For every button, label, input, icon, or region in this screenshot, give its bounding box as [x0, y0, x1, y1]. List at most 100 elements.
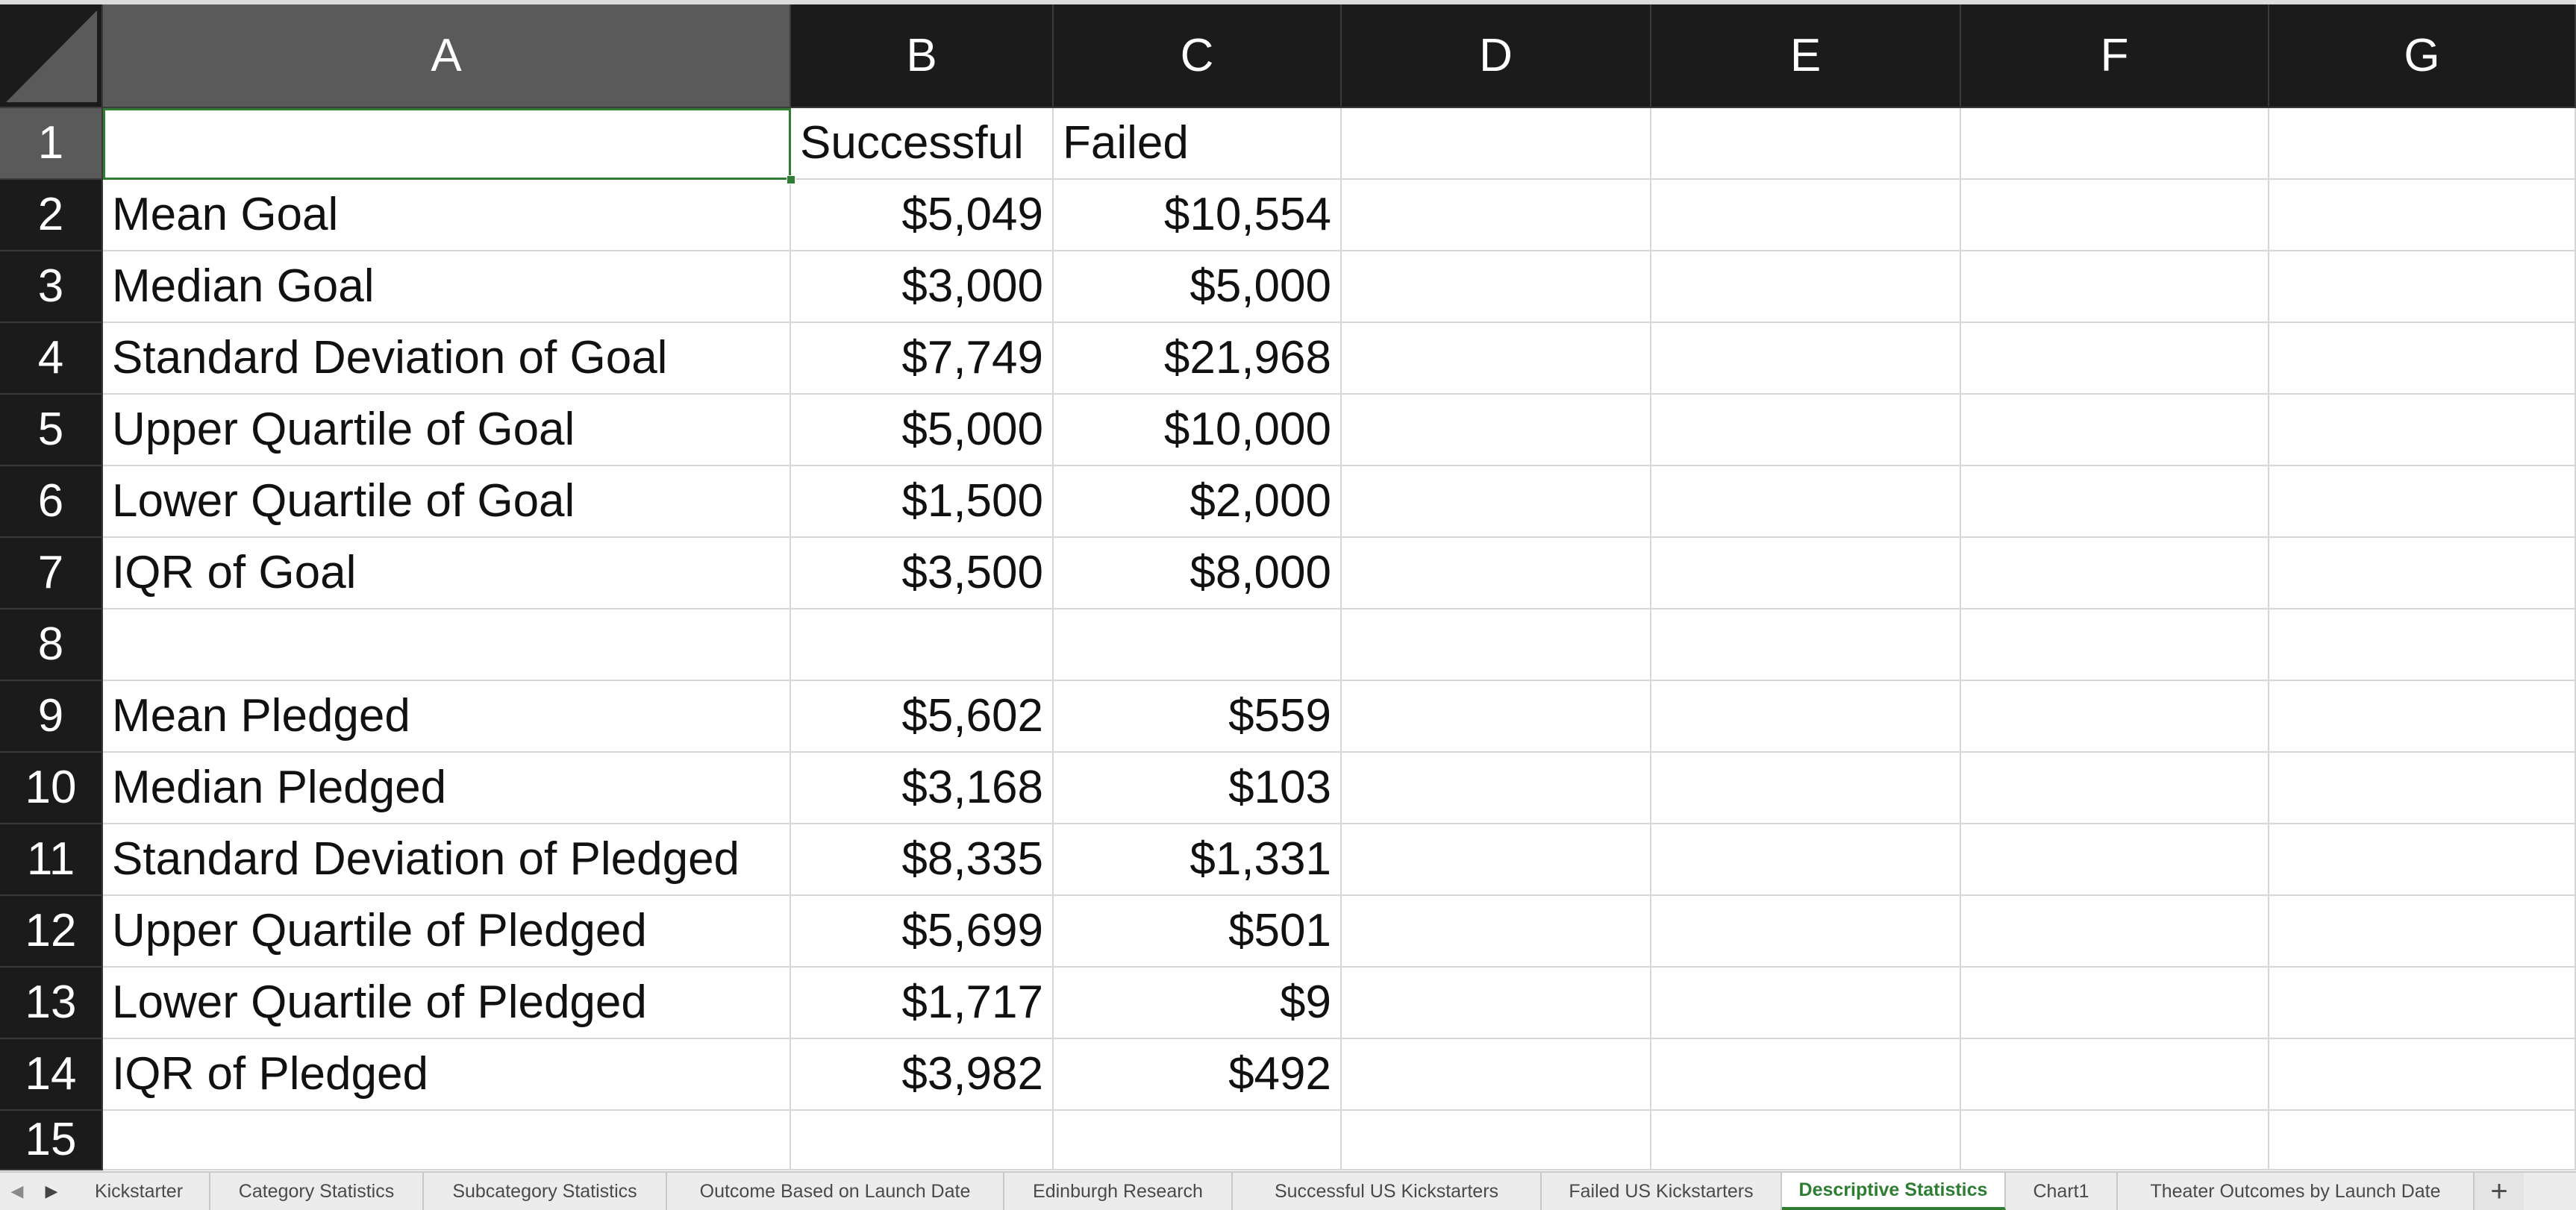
cell-f3[interactable] — [1961, 251, 2269, 323]
cell-g4[interactable] — [2269, 323, 2576, 395]
cell-f11[interactable] — [1961, 824, 2269, 896]
cell-c2[interactable]: $10,554 — [1054, 180, 1342, 251]
sheet-tab-edinburgh-research[interactable]: Edinburgh Research — [1004, 1173, 1233, 1210]
cell-e15[interactable] — [1651, 1111, 1961, 1170]
cell-g3[interactable] — [2269, 251, 2576, 323]
column-header-g[interactable]: G — [2269, 4, 2576, 108]
cell-f15[interactable] — [1961, 1111, 2269, 1170]
cell-a6[interactable]: Lower Quartile of Goal — [103, 466, 791, 538]
cell-b7[interactable]: $3,500 — [791, 538, 1054, 609]
cell-c6[interactable]: $2,000 — [1054, 466, 1342, 538]
cell-d15[interactable] — [1342, 1111, 1651, 1170]
cell-c14[interactable]: $492 — [1054, 1039, 1342, 1111]
cell-a11[interactable]: Standard Deviation of Pledged — [103, 824, 791, 896]
cell-a13[interactable]: Lower Quartile of Pledged — [103, 968, 791, 1039]
cell-a5[interactable]: Upper Quartile of Goal — [103, 395, 791, 466]
cell-a15[interactable] — [103, 1111, 791, 1170]
sheet-tab-descriptive-statistics[interactable]: Descriptive Statistics — [1782, 1173, 2006, 1210]
row-header-11[interactable]: 11 — [0, 824, 103, 896]
cell-e10[interactable] — [1651, 753, 1961, 824]
cell-g14[interactable] — [2269, 1039, 2576, 1111]
cell-g12[interactable] — [2269, 896, 2576, 968]
add-sheet-button[interactable]: + — [2475, 1173, 2524, 1210]
sheet-tab-kickstarter[interactable]: Kickstarter — [69, 1173, 210, 1210]
cell-g15[interactable] — [2269, 1111, 2576, 1170]
cell-c4[interactable]: $21,968 — [1054, 323, 1342, 395]
cell-f5[interactable] — [1961, 395, 2269, 466]
cell-a8[interactable] — [103, 609, 791, 681]
row-header-3[interactable]: 3 — [0, 251, 103, 323]
cell-a9[interactable]: Mean Pledged — [103, 681, 791, 753]
cell-b11[interactable]: $8,335 — [791, 824, 1054, 896]
sheet-tab-failed-us-kickstarters[interactable]: Failed US Kickstarters — [1542, 1173, 1782, 1210]
cell-e8[interactable] — [1651, 609, 1961, 681]
row-header-5[interactable]: 5 — [0, 395, 103, 466]
cell-d1[interactable] — [1342, 108, 1651, 180]
cell-f9[interactable] — [1961, 681, 2269, 753]
cell-d2[interactable] — [1342, 180, 1651, 251]
cell-b8[interactable] — [791, 609, 1054, 681]
cell-g10[interactable] — [2269, 753, 2576, 824]
row-header-14[interactable]: 14 — [0, 1039, 103, 1111]
cell-b2[interactable]: $5,049 — [791, 180, 1054, 251]
cell-g9[interactable] — [2269, 681, 2576, 753]
row-header-9[interactable]: 9 — [0, 681, 103, 753]
cell-f2[interactable] — [1961, 180, 2269, 251]
cell-b14[interactable]: $3,982 — [791, 1039, 1054, 1111]
row-header-6[interactable]: 6 — [0, 466, 103, 538]
cell-f10[interactable] — [1961, 753, 2269, 824]
sheet-tab-successful-us-kickstarters[interactable]: Successful US Kickstarters — [1233, 1173, 1542, 1210]
row-header-8[interactable]: 8 — [0, 609, 103, 681]
cell-f12[interactable] — [1961, 896, 2269, 968]
cell-e7[interactable] — [1651, 538, 1961, 609]
column-header-c[interactable]: C — [1054, 4, 1342, 108]
cell-c10[interactable]: $103 — [1054, 753, 1342, 824]
cell-a1[interactable] — [103, 108, 791, 180]
next-sheet-icon[interactable]: ▶ — [45, 1182, 58, 1200]
sheet-tab-subcategory-statistics[interactable]: Subcategory Statistics — [424, 1173, 667, 1210]
row-header-13[interactable]: 13 — [0, 968, 103, 1039]
cell-f1[interactable] — [1961, 108, 2269, 180]
cell-g13[interactable] — [2269, 968, 2576, 1039]
cell-a4[interactable]: Standard Deviation of Goal — [103, 323, 791, 395]
fill-handle[interactable] — [787, 175, 795, 184]
column-header-d[interactable]: D — [1342, 4, 1651, 108]
cell-g11[interactable] — [2269, 824, 2576, 896]
prev-sheet-icon[interactable]: ◀ — [10, 1182, 24, 1200]
cell-c13[interactable]: $9 — [1054, 968, 1342, 1039]
cell-f7[interactable] — [1961, 538, 2269, 609]
cell-b6[interactable]: $1,500 — [791, 466, 1054, 538]
cell-d13[interactable] — [1342, 968, 1651, 1039]
row-header-1[interactable]: 1 — [0, 108, 103, 180]
cell-g2[interactable] — [2269, 180, 2576, 251]
cell-e14[interactable] — [1651, 1039, 1961, 1111]
cell-c5[interactable]: $10,000 — [1054, 395, 1342, 466]
cell-a7[interactable]: IQR of Goal — [103, 538, 791, 609]
cell-g5[interactable] — [2269, 395, 2576, 466]
cell-g6[interactable] — [2269, 466, 2576, 538]
cell-d7[interactable] — [1342, 538, 1651, 609]
cell-b9[interactable]: $5,602 — [791, 681, 1054, 753]
cell-g8[interactable] — [2269, 609, 2576, 681]
cell-d12[interactable] — [1342, 896, 1651, 968]
cell-b15[interactable] — [791, 1111, 1054, 1170]
cell-g1[interactable] — [2269, 108, 2576, 180]
cell-b12[interactable]: $5,699 — [791, 896, 1054, 968]
row-header-4[interactable]: 4 — [0, 323, 103, 395]
cell-d14[interactable] — [1342, 1039, 1651, 1111]
cell-f4[interactable] — [1961, 323, 2269, 395]
cell-b3[interactable]: $3,000 — [791, 251, 1054, 323]
cell-a12[interactable]: Upper Quartile of Pledged — [103, 896, 791, 968]
cell-b1[interactable]: Successful — [791, 108, 1054, 180]
cell-a10[interactable]: Median Pledged — [103, 753, 791, 824]
cell-f13[interactable] — [1961, 968, 2269, 1039]
column-header-f[interactable]: F — [1961, 4, 2269, 108]
cell-e3[interactable] — [1651, 251, 1961, 323]
cell-c9[interactable]: $559 — [1054, 681, 1342, 753]
cell-e9[interactable] — [1651, 681, 1961, 753]
cell-d6[interactable] — [1342, 466, 1651, 538]
sheet-tab-category-statistics[interactable]: Category Statistics — [210, 1173, 424, 1210]
cell-c3[interactable]: $5,000 — [1054, 251, 1342, 323]
cell-e6[interactable] — [1651, 466, 1961, 538]
cell-d5[interactable] — [1342, 395, 1651, 466]
